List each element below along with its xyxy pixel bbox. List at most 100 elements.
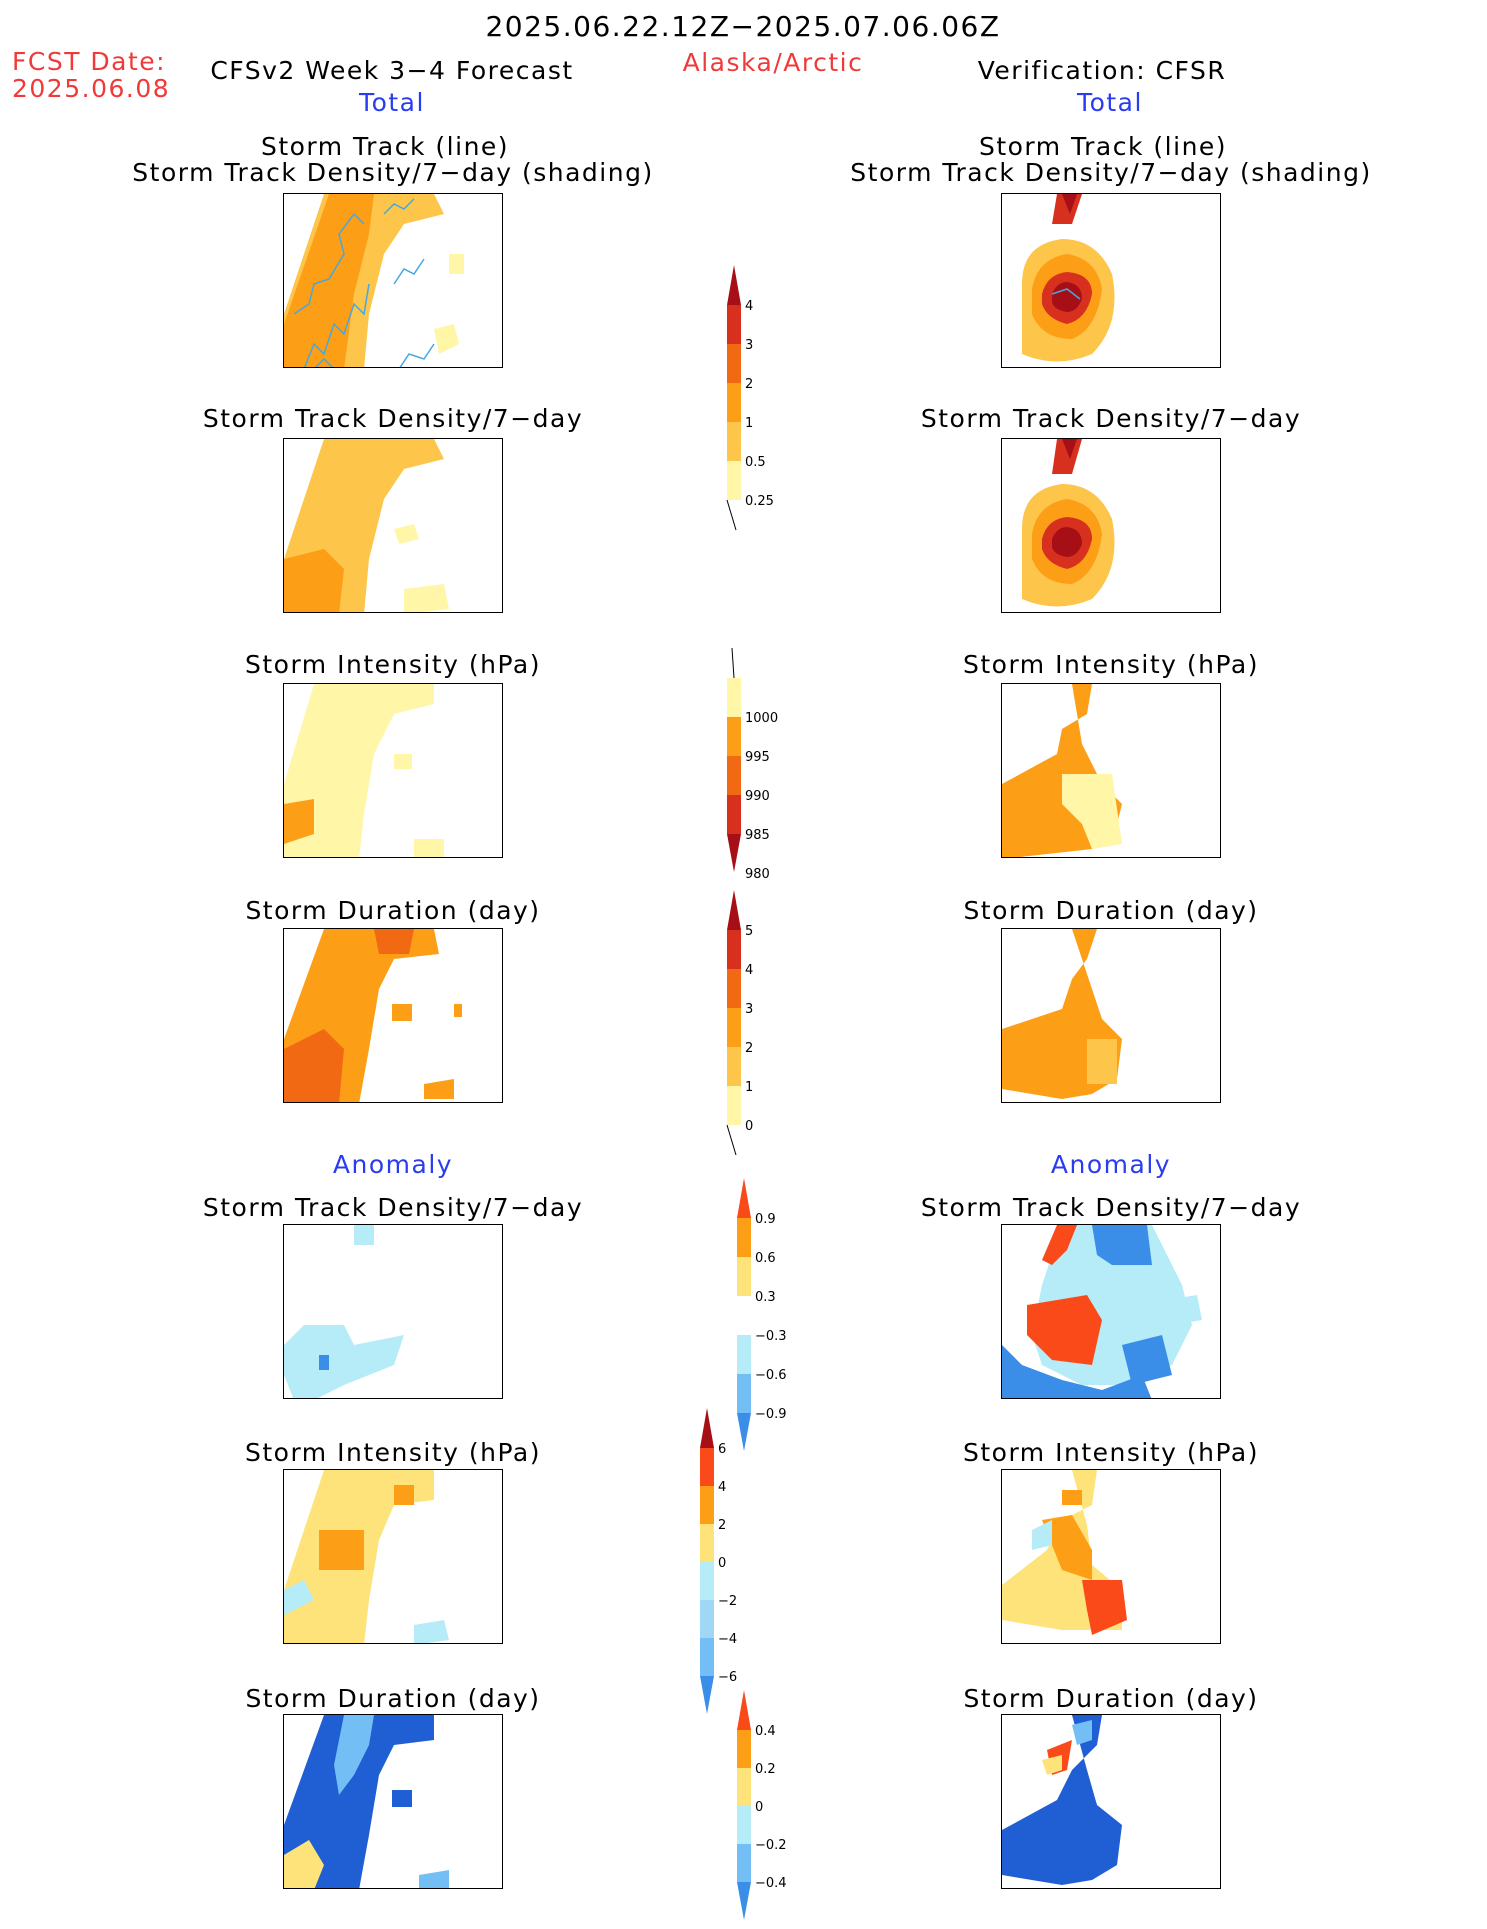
left-duration-title: Storm Duration (day) bbox=[245, 896, 541, 925]
colorbar-segment bbox=[727, 1086, 741, 1125]
map-right-duration-anom bbox=[1001, 1714, 1221, 1889]
colorbar-segment bbox=[737, 1374, 751, 1413]
colorbar-label: 0.2 bbox=[755, 1762, 776, 1777]
colorbar-segment bbox=[737, 1730, 751, 1768]
anomaly-left-label: Anomaly bbox=[332, 1150, 454, 1179]
colorbar-label: 990 bbox=[745, 789, 770, 804]
colorbar-label: 2 bbox=[718, 1518, 726, 1533]
colorbar-segment bbox=[727, 717, 741, 756]
colorbar-cap-bottom bbox=[700, 1676, 714, 1714]
fcst-date-label: FCST Date: bbox=[12, 47, 167, 76]
map-left-intensity-anom bbox=[283, 1469, 503, 1644]
left-track-shading-title: Storm Track Density/7−day (shading) bbox=[132, 158, 654, 187]
right-intensity-title: Storm Intensity (hPa) bbox=[963, 650, 1259, 679]
colorbar-tail bbox=[726, 499, 737, 531]
anomaly-right-label: Anomaly bbox=[1050, 1150, 1172, 1179]
colorbar-segment bbox=[700, 1524, 714, 1562]
map-right-density bbox=[1001, 438, 1221, 613]
colorbar-segment bbox=[727, 461, 741, 500]
colorbar-label: −0.4 bbox=[755, 1876, 787, 1891]
colorbar-cap-top bbox=[727, 265, 741, 305]
map-left-density bbox=[283, 438, 503, 613]
left-intensity-title: Storm Intensity (hPa) bbox=[245, 650, 541, 679]
left-density-anom-title: Storm Track Density/7−day bbox=[202, 1193, 584, 1222]
colorbar-label: 1 bbox=[745, 416, 753, 431]
colorbar-label: 985 bbox=[745, 828, 770, 843]
colorbar-label: 0.5 bbox=[745, 455, 766, 470]
colorbar-segment bbox=[727, 1047, 741, 1086]
colorbar-label: 4 bbox=[718, 1480, 726, 1495]
colorbar-cap-top bbox=[700, 1408, 714, 1448]
colorbar-tail bbox=[731, 647, 735, 679]
right-intensity-anom-title: Storm Intensity (hPa) bbox=[963, 1438, 1259, 1467]
colorbar-intensity-total: 1000 995 990 985 980 bbox=[725, 647, 785, 892]
date-range-title: 2025.06.22.12Z−2025.07.06.06Z bbox=[485, 10, 1001, 43]
right-track-line-title: Storm Track (line) bbox=[978, 132, 1228, 161]
colorbar-label: 4 bbox=[745, 299, 753, 314]
map-left-density-anom bbox=[283, 1224, 503, 1399]
map-right-track bbox=[1001, 193, 1221, 368]
colorbar-segment bbox=[737, 1257, 751, 1296]
colorbar-segment bbox=[737, 1844, 751, 1882]
colorbar-segment bbox=[727, 344, 741, 383]
colorbar-label: 0.4 bbox=[755, 1724, 776, 1739]
colorbar-label: 5 bbox=[745, 924, 753, 939]
colorbar-label: −0.9 bbox=[755, 1407, 787, 1422]
verification-title: Verification: CFSR bbox=[977, 56, 1227, 85]
colorbar-label: 0 bbox=[745, 1119, 753, 1134]
total-left-label: Total bbox=[359, 88, 425, 117]
colorbar-label: −2 bbox=[718, 1594, 737, 1609]
colorbar-label: 2 bbox=[745, 1041, 753, 1056]
colorbar-label: 0.25 bbox=[745, 494, 774, 509]
colorbar-label: 0.6 bbox=[755, 1251, 776, 1266]
colorbar-label: 1000 bbox=[745, 711, 778, 726]
colorbar-segment bbox=[737, 1806, 751, 1844]
colorbar-duration-total: 5 4 3 2 1 0 bbox=[725, 890, 785, 1174]
forecast-title: CFSv2 Week 3−4 Forecast bbox=[210, 56, 574, 85]
right-duration-anom-title: Storm Duration (day) bbox=[963, 1684, 1259, 1713]
colorbar-segment bbox=[727, 305, 741, 344]
left-track-line-title: Storm Track (line) bbox=[260, 132, 510, 161]
map-right-intensity bbox=[1001, 683, 1221, 858]
colorbar-cap-bottom bbox=[737, 1413, 751, 1451]
colorbar-segment bbox=[700, 1562, 714, 1600]
colorbar-segment bbox=[700, 1638, 714, 1676]
colorbar-segment bbox=[737, 1768, 751, 1806]
right-density-anom-title: Storm Track Density/7−day bbox=[920, 1193, 1302, 1222]
map-left-duration-anom bbox=[283, 1714, 503, 1889]
colorbar-segment bbox=[727, 969, 741, 1008]
colorbar-segment bbox=[727, 1008, 741, 1047]
map-right-duration bbox=[1001, 928, 1221, 1103]
colorbar-label: 0 bbox=[755, 1800, 763, 1815]
colorbar-label: 6 bbox=[718, 1442, 726, 1457]
colorbar-segment bbox=[737, 1296, 751, 1335]
colorbar-segment bbox=[727, 795, 741, 834]
left-duration-anom-title: Storm Duration (day) bbox=[245, 1684, 541, 1713]
colorbar-cap-top bbox=[737, 1690, 751, 1730]
colorbar-density-total: 4 3 2 1 0.5 0.25 bbox=[725, 265, 785, 549]
colorbar-segment bbox=[737, 1335, 751, 1374]
colorbar-tail bbox=[726, 1124, 737, 1156]
colorbar-intensity-anom: 6 4 2 0 −2 −4 −6 bbox=[698, 1408, 758, 1722]
colorbar-label: −4 bbox=[718, 1632, 737, 1647]
colorbar-segment bbox=[737, 1218, 751, 1257]
colorbar-segment bbox=[727, 756, 741, 795]
colorbar-label: −6 bbox=[718, 1670, 737, 1685]
colorbar-label: 0.3 bbox=[755, 1290, 776, 1305]
colorbar-segment bbox=[700, 1486, 714, 1524]
left-intensity-anom-title: Storm Intensity (hPa) bbox=[245, 1438, 541, 1467]
colorbar-segment bbox=[727, 422, 741, 461]
colorbar-label: 4 bbox=[745, 963, 753, 978]
colorbar-duration-anom: 0.4 0.2 0 −0.2 −0.4 bbox=[735, 1690, 795, 1929]
colorbar-label: −0.2 bbox=[755, 1838, 787, 1853]
colorbar-label: 2 bbox=[745, 377, 753, 392]
map-left-intensity bbox=[283, 683, 503, 858]
colorbar-label: 3 bbox=[745, 1002, 753, 1017]
map-right-density-anom bbox=[1001, 1224, 1221, 1399]
right-duration-title: Storm Duration (day) bbox=[963, 896, 1259, 925]
colorbar-label: 0 bbox=[718, 1556, 726, 1571]
map-left-duration bbox=[283, 928, 503, 1103]
right-density-title: Storm Track Density/7−day bbox=[920, 404, 1302, 433]
colorbar-segment bbox=[700, 1448, 714, 1486]
region-title: Alaska/Arctic bbox=[682, 48, 864, 77]
